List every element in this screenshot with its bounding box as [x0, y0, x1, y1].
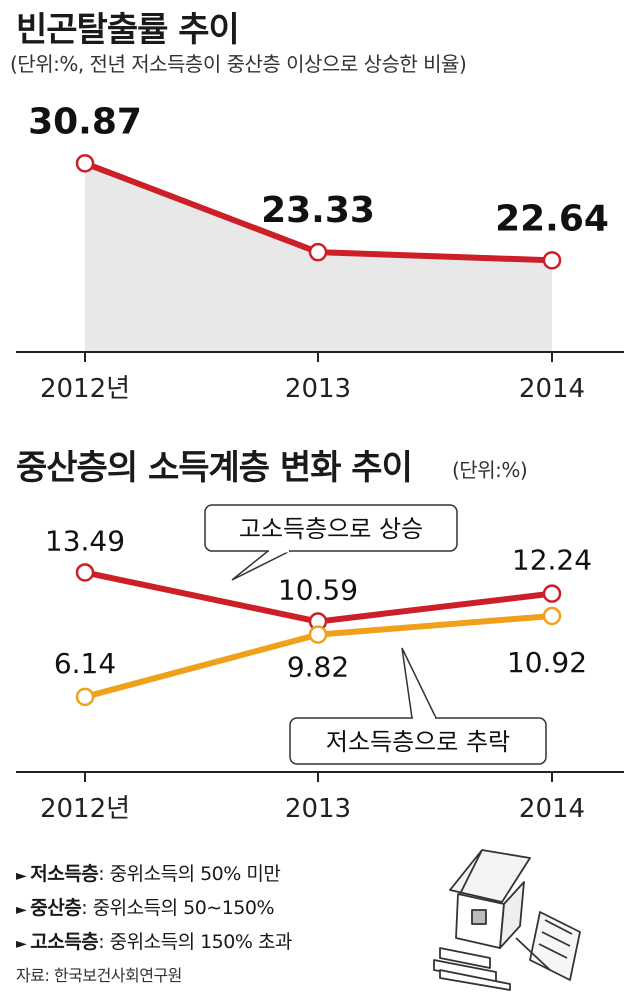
x-tick-label: 2013 [285, 794, 351, 824]
callout-text: 저소득층으로 추락 [326, 728, 510, 756]
x-tick-label: 2012년 [40, 794, 130, 824]
x-tick-label: 2014 [519, 794, 585, 824]
callout-pointer [231, 550, 291, 581]
legend-item: ► 중산층: 중위소득의 50∼150% [16, 892, 292, 926]
chart1-title: 빈곤탈출률 추이 [16, 10, 240, 50]
legend-term: 중산층 [30, 897, 82, 919]
data-label: 13.49 [45, 524, 125, 557]
x-tick-label: 2012년 [40, 374, 130, 404]
legend-term: 고소득층 [30, 931, 99, 953]
chart1-subtitle: (단위:%, 전년 저소득층이 중산층 이상으로 상승한 비율) [10, 52, 467, 76]
x-tick-label: 2013 [285, 374, 351, 404]
data-point [542, 251, 562, 270]
data-label: 10.92 [507, 646, 587, 679]
data-point [75, 687, 95, 707]
data-label: 12.24 [512, 544, 592, 577]
data-label: 10.59 [278, 574, 358, 607]
arrow-icon: ► [16, 902, 27, 918]
arrow-icon: ► [16, 936, 27, 952]
callout-box [204, 504, 458, 552]
data-point [542, 584, 562, 603]
legend-item: ► 저소득층: 중위소득의 50% 미만 [16, 858, 292, 892]
data-label: 23.33 [261, 190, 375, 231]
legend-term: 저소득층 [30, 863, 99, 885]
chart1-plot: 30.87 23.33 22.64 2012년 2013 2014 [16, 101, 624, 404]
data-label: 30.87 [28, 101, 142, 142]
data-point [75, 563, 95, 582]
house-falling-illustration [433, 849, 581, 991]
legend-item: ► 고소득층: 중위소득의 150% 초과 [16, 926, 292, 960]
data-label: 22.64 [495, 198, 609, 239]
data-point [308, 242, 328, 262]
data-point [308, 625, 328, 644]
legend: ► 저소득층: 중위소득의 50% 미만 ► 중산층: 중위소득의 50∼150% … [16, 858, 292, 960]
data-point [75, 154, 95, 173]
legend-desc: : 중위소득의 150% 초과 [98, 931, 292, 953]
x-tick-label: 2014 [519, 374, 585, 404]
data-label: 6.14 [54, 647, 116, 680]
chart2-subtitle: (단위:%) [452, 458, 528, 482]
chart2-title: 중산층의 소득계층 변화 추이 [16, 448, 413, 488]
legend-desc: : 중위소득의 50% 미만 [98, 863, 281, 885]
source-note: 자료: 한국보건사회연구원 [16, 966, 182, 985]
legend-desc: : 중위소득의 50∼150% [81, 897, 275, 919]
callout-pointer [401, 647, 437, 719]
data-point [542, 606, 562, 626]
callout-text: 고소득층으로 상승 [239, 515, 423, 543]
data-label: 9.82 [287, 651, 349, 684]
arrow-icon: ► [16, 868, 27, 884]
